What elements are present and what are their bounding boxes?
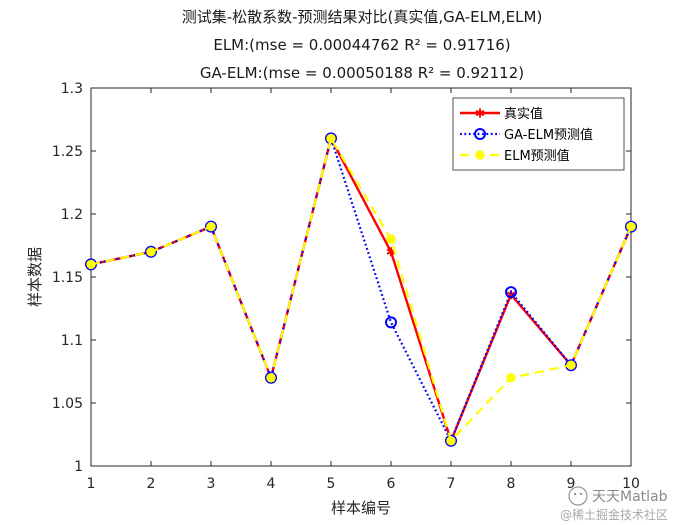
y-tick-label: 1.3 (61, 81, 83, 97)
watermark: 天天Matlab @稀土掘金技术社区 (560, 486, 668, 522)
x-tick-label: 9 (567, 476, 576, 492)
y-tick-label: 1.15 (52, 270, 83, 286)
legend-marker (474, 128, 486, 140)
legend-label: 真实值 (504, 106, 543, 122)
x-tick-label: 10 (622, 476, 640, 492)
data-point (266, 373, 276, 383)
legend-entry: 真实值 (460, 106, 543, 122)
y-tick-label: 1.25 (52, 144, 83, 160)
y-tick-label: 1 (74, 459, 83, 475)
x-tick-label: 1 (87, 476, 96, 492)
wechat-icon (568, 486, 588, 506)
data-point (385, 316, 397, 329)
data-point (86, 259, 96, 270)
legend-marker (475, 108, 485, 118)
legend-entry: ELM预测值 (460, 148, 570, 164)
data-point (325, 132, 337, 145)
x-tick-label: 7 (447, 476, 456, 492)
y-axis-label: 样本数据 (26, 247, 44, 307)
x-tick-label: 8 (507, 476, 516, 492)
data-point (146, 247, 156, 257)
watermark-title: 天天Matlab (592, 489, 668, 505)
series-layer (85, 132, 637, 447)
x-tick-label: 3 (207, 476, 216, 492)
data-point (265, 371, 277, 384)
data-point (446, 436, 456, 446)
legend-label: ELM预测值 (504, 148, 570, 164)
series-3 (86, 133, 636, 446)
data-point (445, 434, 457, 447)
axis-ticks: 1 2 3 4 5 6 7 8 9 10 1 1.05 1.1 1.15 1.2 1.25 1.3 (52, 81, 640, 492)
data-point (625, 220, 637, 233)
series-line (90, 137, 633, 442)
y-tick-label: 1.2 (61, 207, 83, 223)
data-point (205, 220, 217, 233)
chart-title-line-2: ELM:(mse = 0.00044762 R² = 0.91716) (213, 36, 510, 54)
x-tick-label: 4 (267, 476, 276, 492)
chart-title-line-1: 测试集-松散系数-预测结果对比(真实值,GA-ELM,ELM) (182, 8, 543, 26)
data-point (505, 286, 517, 299)
data-point (506, 373, 516, 383)
data-point (326, 133, 336, 144)
x-axis-label: 样本编号 (331, 499, 391, 517)
x-tick-label: 2 (147, 476, 156, 492)
legend-marker (475, 150, 485, 160)
legend: 真实值 GA-ELM预测值 ELM预测值 (452, 97, 625, 171)
x-tick-label: 6 (387, 476, 396, 492)
data-point (566, 360, 576, 370)
legend-label: GA-ELM预测值 (504, 127, 593, 143)
data-point (145, 245, 157, 258)
data-point (386, 234, 396, 244)
y-tick-label: 1.05 (52, 396, 83, 412)
chart-title-line-3: GA-ELM:(mse = 0.00050188 R² = 0.92112) (200, 64, 524, 82)
data-point (626, 221, 636, 232)
data-point (206, 221, 216, 232)
x-tick-label: 5 (327, 476, 336, 492)
legend-entry: GA-ELM预测值 (460, 127, 593, 143)
y-tick-label: 1.1 (61, 333, 83, 349)
watermark-subtitle: @稀土掘金技术社区 (560, 507, 668, 522)
